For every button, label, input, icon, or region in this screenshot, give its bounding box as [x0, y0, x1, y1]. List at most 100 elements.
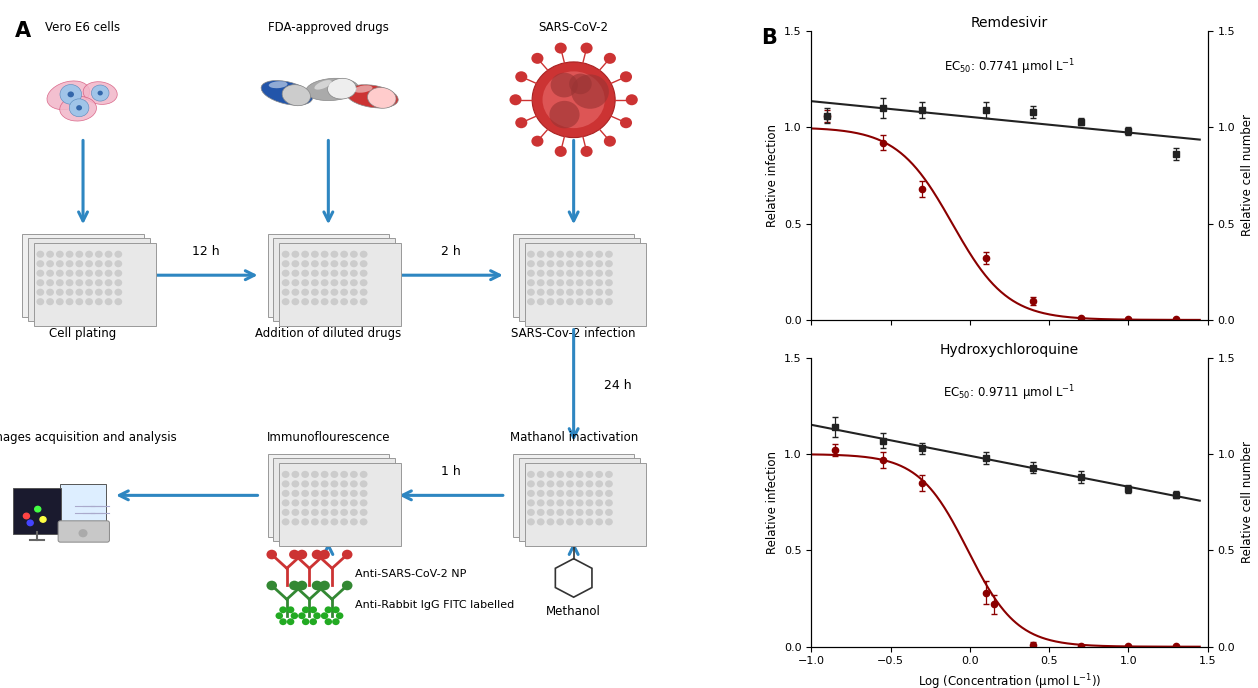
Circle shape [114, 250, 122, 258]
Circle shape [331, 471, 338, 478]
Circle shape [320, 550, 330, 559]
Circle shape [55, 279, 64, 286]
Circle shape [47, 250, 54, 258]
Circle shape [585, 490, 594, 497]
Circle shape [104, 250, 112, 258]
Circle shape [36, 298, 44, 305]
Circle shape [311, 260, 318, 267]
Circle shape [620, 117, 632, 128]
Circle shape [75, 270, 83, 277]
Circle shape [576, 471, 584, 478]
Circle shape [537, 298, 545, 305]
Circle shape [585, 518, 594, 526]
Text: Addition of diluted drugs: Addition of diluted drugs [255, 327, 401, 340]
Circle shape [340, 279, 348, 286]
Circle shape [94, 270, 103, 277]
Circle shape [595, 499, 603, 506]
Circle shape [65, 298, 73, 305]
Circle shape [291, 612, 298, 619]
Circle shape [566, 509, 574, 516]
Circle shape [546, 471, 555, 478]
Circle shape [282, 298, 289, 305]
Circle shape [580, 43, 593, 54]
Circle shape [301, 298, 309, 305]
Circle shape [566, 480, 574, 487]
Circle shape [527, 509, 535, 516]
Circle shape [104, 289, 112, 296]
Circle shape [77, 105, 82, 111]
Circle shape [36, 279, 44, 286]
Circle shape [321, 289, 328, 296]
Circle shape [311, 298, 318, 305]
FancyBboxPatch shape [268, 454, 389, 537]
FancyBboxPatch shape [34, 243, 156, 326]
Text: 2 h: 2 h [442, 245, 460, 258]
Circle shape [527, 260, 535, 267]
Circle shape [576, 279, 584, 286]
Circle shape [551, 73, 577, 98]
Circle shape [36, 270, 44, 277]
Y-axis label: Relative infection: Relative infection [766, 451, 779, 554]
Circle shape [55, 298, 64, 305]
Circle shape [282, 270, 289, 277]
Circle shape [36, 250, 44, 258]
Circle shape [550, 101, 580, 129]
Circle shape [595, 260, 603, 267]
Circle shape [47, 289, 54, 296]
Circle shape [311, 480, 318, 487]
Circle shape [360, 509, 367, 516]
Circle shape [312, 581, 322, 590]
Circle shape [625, 94, 638, 105]
Circle shape [325, 606, 332, 613]
Circle shape [302, 606, 309, 613]
Circle shape [556, 518, 564, 526]
Circle shape [301, 499, 309, 506]
Text: EC$_{50}$: 0.7741 μmol L$^{-1}$: EC$_{50}$: 0.7741 μmol L$^{-1}$ [944, 57, 1076, 76]
Circle shape [287, 606, 294, 613]
Circle shape [585, 270, 594, 277]
Circle shape [350, 518, 357, 526]
Circle shape [289, 550, 299, 559]
Circle shape [595, 518, 603, 526]
Circle shape [546, 260, 555, 267]
Circle shape [555, 43, 567, 54]
Circle shape [321, 612, 328, 619]
Circle shape [566, 490, 574, 497]
Circle shape [313, 612, 321, 619]
Circle shape [527, 499, 535, 506]
Circle shape [576, 518, 584, 526]
Circle shape [605, 289, 613, 296]
Circle shape [282, 518, 289, 526]
Circle shape [320, 581, 330, 590]
Circle shape [311, 518, 318, 526]
Ellipse shape [327, 78, 356, 99]
Circle shape [311, 499, 318, 506]
Circle shape [98, 91, 103, 96]
Text: Anti-SARS-CoV-2 NP: Anti-SARS-CoV-2 NP [355, 570, 467, 579]
Circle shape [287, 619, 294, 625]
Circle shape [331, 279, 338, 286]
Circle shape [556, 289, 564, 296]
Circle shape [605, 279, 613, 286]
Circle shape [360, 260, 367, 267]
Circle shape [542, 72, 605, 128]
Circle shape [350, 279, 357, 286]
Circle shape [576, 250, 584, 258]
Circle shape [537, 289, 545, 296]
FancyBboxPatch shape [273, 458, 395, 541]
Text: SARS-Cov-2 infection: SARS-Cov-2 infection [512, 327, 635, 340]
Circle shape [360, 289, 367, 296]
Circle shape [360, 279, 367, 286]
Circle shape [585, 480, 594, 487]
Circle shape [297, 581, 307, 590]
Circle shape [546, 298, 555, 305]
Circle shape [527, 270, 535, 277]
FancyBboxPatch shape [513, 454, 634, 537]
Circle shape [531, 136, 543, 147]
Circle shape [321, 298, 328, 305]
Circle shape [292, 471, 299, 478]
Circle shape [546, 499, 555, 506]
Circle shape [566, 250, 574, 258]
Circle shape [321, 518, 328, 526]
Circle shape [360, 518, 367, 526]
